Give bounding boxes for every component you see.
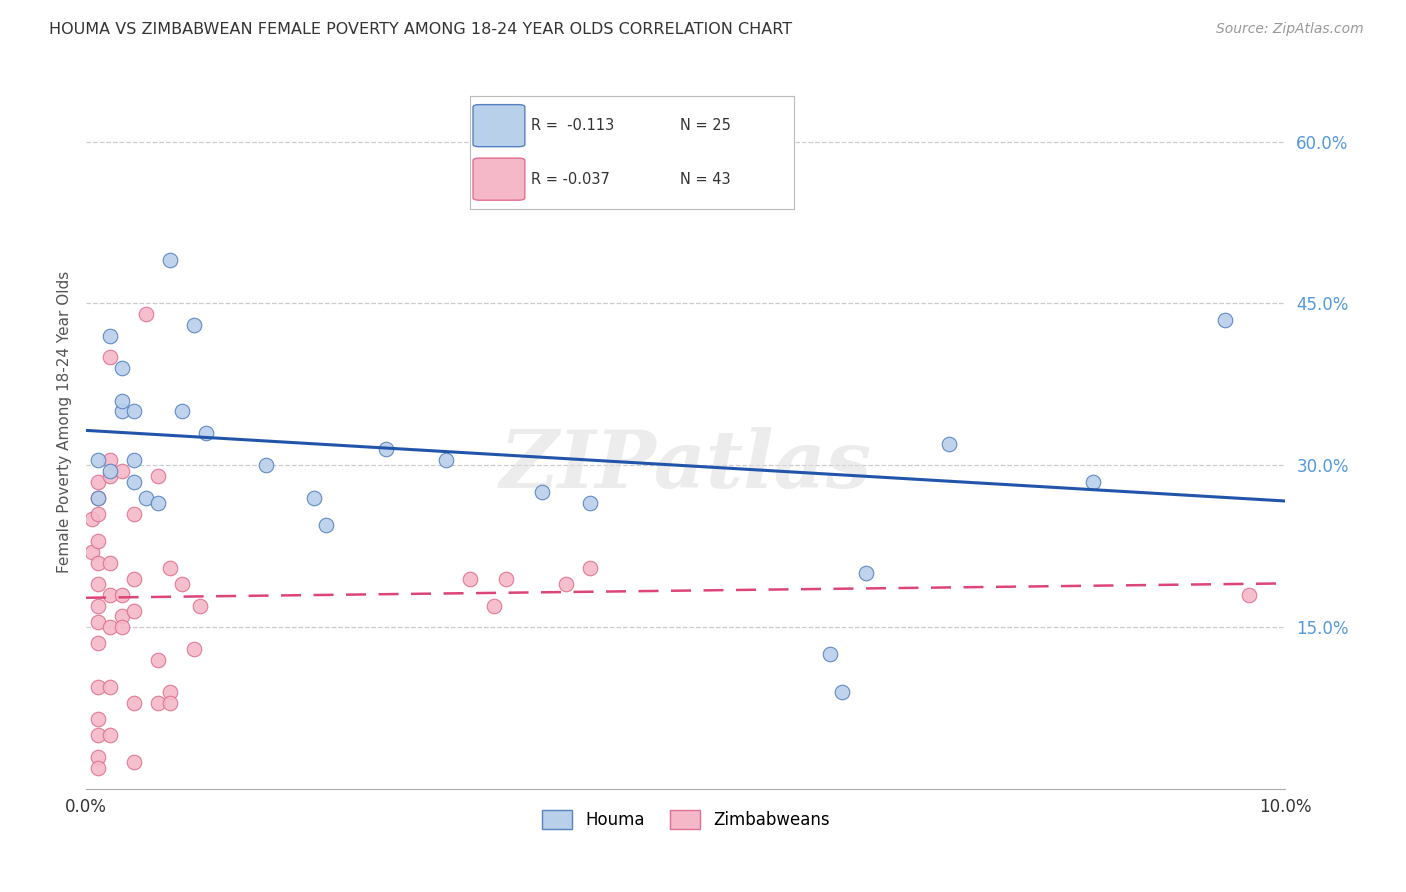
Point — [183, 318, 205, 332]
Point — [170, 404, 193, 418]
Point — [146, 696, 169, 710]
Point — [195, 425, 218, 440]
Point — [315, 517, 337, 532]
Point — [458, 572, 481, 586]
Point — [122, 507, 145, 521]
Point — [87, 533, 110, 548]
Point — [87, 615, 110, 629]
Point — [122, 404, 145, 418]
Point — [98, 328, 121, 343]
Point — [98, 453, 121, 467]
Point — [111, 588, 134, 602]
Point — [87, 491, 110, 505]
Point — [111, 464, 134, 478]
Point — [434, 453, 457, 467]
Point — [111, 404, 134, 418]
Point — [135, 491, 157, 505]
Point — [170, 577, 193, 591]
Point — [554, 577, 576, 591]
Point — [111, 361, 134, 376]
Text: ZIPatlas: ZIPatlas — [499, 427, 872, 505]
Point — [87, 636, 110, 650]
Point — [98, 464, 121, 478]
Point — [87, 680, 110, 694]
Point — [87, 749, 110, 764]
Point — [122, 756, 145, 770]
Point — [122, 453, 145, 467]
Point — [374, 442, 396, 457]
Point — [159, 685, 181, 699]
Point — [302, 491, 325, 505]
Point — [98, 620, 121, 634]
Point — [159, 253, 181, 268]
Point — [1213, 312, 1236, 326]
Point — [87, 712, 110, 726]
Point — [111, 609, 134, 624]
Point — [1239, 588, 1261, 602]
Point — [80, 545, 103, 559]
Point — [98, 728, 121, 742]
Point — [122, 604, 145, 618]
Point — [80, 512, 103, 526]
Point — [183, 641, 205, 656]
Point — [87, 453, 110, 467]
Point — [159, 696, 181, 710]
Point — [146, 653, 169, 667]
Point — [122, 475, 145, 489]
Point — [98, 556, 121, 570]
Point — [675, 151, 697, 165]
Point — [818, 647, 841, 661]
Point — [98, 469, 121, 483]
Point — [188, 599, 211, 613]
Point — [87, 491, 110, 505]
Point — [578, 561, 600, 575]
Point — [146, 469, 169, 483]
Text: Source: ZipAtlas.com: Source: ZipAtlas.com — [1216, 22, 1364, 37]
Point — [122, 696, 145, 710]
Legend: Houma, Zimbabweans: Houma, Zimbabweans — [536, 804, 837, 836]
Text: HOUMA VS ZIMBABWEAN FEMALE POVERTY AMONG 18-24 YEAR OLDS CORRELATION CHART: HOUMA VS ZIMBABWEAN FEMALE POVERTY AMONG… — [49, 22, 793, 37]
Point — [122, 572, 145, 586]
Point — [135, 307, 157, 321]
Point — [87, 728, 110, 742]
Point — [87, 507, 110, 521]
Point — [855, 566, 877, 581]
Point — [254, 458, 277, 473]
Point — [938, 437, 960, 451]
Point — [87, 556, 110, 570]
Point — [98, 680, 121, 694]
Point — [87, 475, 110, 489]
Point — [146, 496, 169, 510]
Point — [98, 588, 121, 602]
Point — [1083, 475, 1105, 489]
Point — [87, 761, 110, 775]
Point — [87, 577, 110, 591]
Y-axis label: Female Poverty Among 18-24 Year Olds: Female Poverty Among 18-24 Year Olds — [58, 271, 72, 574]
Point — [831, 685, 853, 699]
Point — [111, 393, 134, 408]
Point — [111, 620, 134, 634]
Point — [87, 599, 110, 613]
Point — [159, 561, 181, 575]
Point — [98, 351, 121, 365]
Point — [530, 485, 553, 500]
Point — [482, 599, 505, 613]
Point — [495, 572, 517, 586]
Point — [578, 496, 600, 510]
